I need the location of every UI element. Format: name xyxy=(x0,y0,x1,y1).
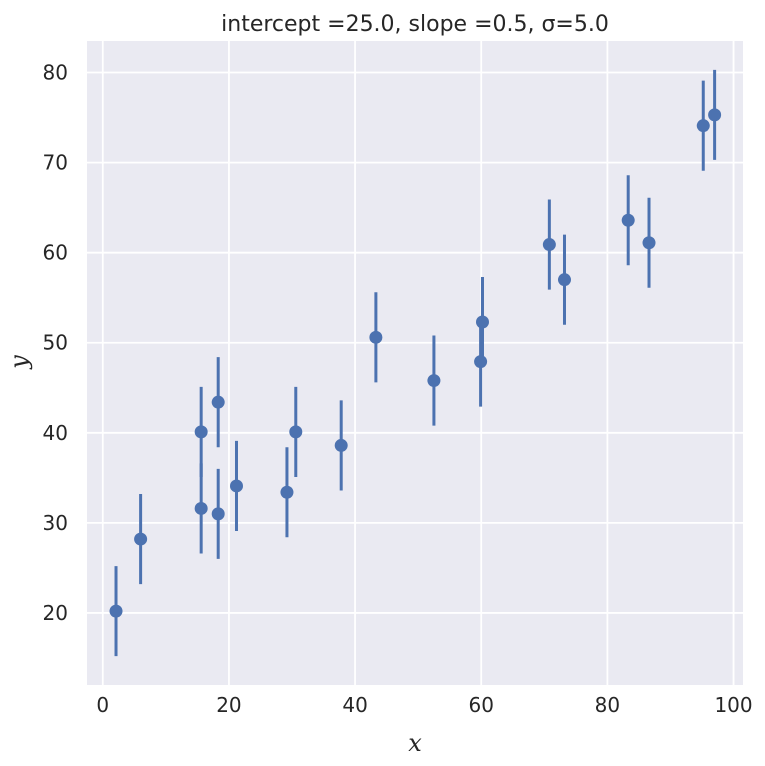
data-point xyxy=(194,425,208,439)
grid-layer xyxy=(87,41,743,685)
x-tick-label: 60 xyxy=(469,693,494,717)
x-tick-label: 100 xyxy=(714,693,752,717)
data-point xyxy=(211,395,225,409)
x-axis-label: x xyxy=(408,729,422,757)
y-tick-label: 20 xyxy=(43,601,68,625)
x-tick-label: 0 xyxy=(96,693,109,717)
y-tick-label: 30 xyxy=(43,511,68,535)
data-point xyxy=(280,485,294,499)
y-tick-label: 60 xyxy=(43,241,68,265)
x-tick-label: 40 xyxy=(342,693,367,717)
data-point xyxy=(621,213,635,227)
data-point xyxy=(369,330,383,344)
tick-label-layer: 0 20 40 60 80 100 20 30 40 50 60 70 80 xyxy=(43,61,753,717)
data-point xyxy=(708,108,722,122)
data-point xyxy=(542,238,556,252)
data-point xyxy=(642,236,656,250)
data-point xyxy=(194,501,208,515)
y-tick-label: 40 xyxy=(43,421,68,445)
point-layer xyxy=(109,108,722,618)
data-point xyxy=(211,507,225,521)
data-point xyxy=(557,273,571,287)
data-point xyxy=(134,532,148,546)
data-point xyxy=(475,315,489,329)
data-point xyxy=(474,355,488,369)
chart-title: intercept =25.0, slope =0.5, σ=5.0 xyxy=(221,12,609,37)
data-point xyxy=(289,425,303,439)
plot-area xyxy=(87,41,743,685)
data-point xyxy=(696,119,710,133)
data-point xyxy=(109,604,123,618)
x-tick-label: 20 xyxy=(216,693,241,717)
data-point xyxy=(334,438,348,452)
y-tick-label: 70 xyxy=(43,151,68,175)
data-point xyxy=(229,479,243,493)
y-axis-label: y xyxy=(5,355,33,370)
data-point xyxy=(427,374,441,388)
y-tick-label: 50 xyxy=(43,331,68,355)
y-tick-label: 80 xyxy=(43,61,68,85)
x-tick-label: 80 xyxy=(595,693,620,717)
